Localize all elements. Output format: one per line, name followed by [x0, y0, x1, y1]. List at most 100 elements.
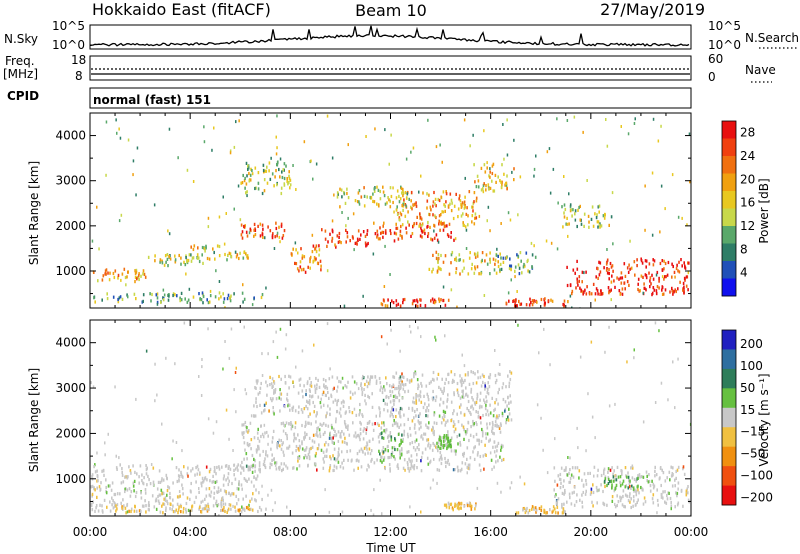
scatter-cell: [450, 436, 453, 440]
scatter-cell: [234, 477, 237, 481]
scatter-cell: [255, 186, 257, 190]
scatter-cell: [227, 293, 230, 297]
scatter-cell: [289, 375, 292, 379]
scatter-cell: [302, 268, 305, 272]
scatter-cell: [97, 509, 100, 513]
scatter-cell: [633, 489, 635, 493]
scatter-cell: [124, 506, 127, 510]
scatter-cell: [462, 212, 464, 216]
scatter-cell: [488, 439, 490, 443]
scatter-cell: [491, 164, 494, 168]
scatter-cell: [225, 212, 227, 215]
scatter-cell: [356, 200, 359, 204]
scatter-cell: [285, 333, 288, 337]
scatter-cell: [254, 233, 257, 237]
scatter-cell: [511, 170, 513, 174]
scatter-cell: [629, 267, 631, 271]
scatter-cell: [352, 421, 354, 425]
scatter-cell: [651, 273, 653, 277]
scatter-cell: [104, 269, 107, 273]
scatter-cell: [417, 419, 420, 423]
scatter-cell: [615, 474, 617, 478]
scatter-cell: [571, 214, 573, 218]
scatter-cell: [240, 223, 243, 227]
scatter-cell: [276, 183, 278, 187]
scatter-cell: [327, 390, 329, 395]
scatter-cell: [660, 184, 663, 188]
scatter-cell: [362, 437, 365, 441]
scatter-cell: [151, 292, 153, 297]
scatter-cell: [472, 419, 474, 424]
scatter-cell: [626, 494, 628, 498]
scatter-cell: [264, 463, 266, 468]
scatter-cell: [123, 267, 126, 271]
scatter-cell: [376, 458, 378, 462]
scatter-cell: [156, 296, 159, 300]
scatter-cell: [433, 443, 436, 447]
scatter-cell: [475, 502, 477, 506]
scatter-cell: [314, 247, 316, 251]
scatter-cell: [664, 288, 667, 292]
scatter-cell: [606, 248, 608, 251]
scatter-cell: [676, 491, 679, 495]
scatter-cell: [273, 457, 275, 461]
scatter-cell: [670, 474, 673, 478]
scatter-cell: [469, 144, 471, 148]
scatter-cell: [424, 447, 427, 451]
scatter-cell: [265, 401, 267, 405]
scatter-cell: [261, 352, 263, 356]
scatter-cell: [448, 506, 451, 510]
scatter-cell: [565, 222, 567, 226]
scatter-cell: [447, 204, 450, 208]
scatter-cell: [467, 409, 470, 413]
scatter-cell: [462, 395, 465, 399]
scatter-cell: [206, 256, 209, 261]
scatter-cell: [382, 446, 385, 450]
scatter-cell: [135, 193, 137, 197]
scatter-cell: [240, 233, 243, 237]
scatter-cell: [678, 270, 681, 274]
scatter-cell: [328, 436, 331, 440]
scatter-cell: [319, 434, 322, 439]
scatter-cell: [204, 507, 206, 511]
scatter-cell: [447, 433, 449, 437]
scatter-cell: [94, 488, 96, 492]
scatter-cell: [355, 435, 357, 439]
scatter-cell: [674, 406, 676, 410]
scatter-cell: [185, 507, 187, 511]
colorbar-segment: [722, 138, 736, 157]
scatter-cell: [229, 151, 232, 155]
scatter-cell: [390, 410, 392, 414]
scatter-cell: [108, 278, 111, 282]
scatter-cell: [216, 504, 219, 508]
scatter-cell: [398, 391, 400, 395]
scatter-cell: [102, 468, 105, 472]
colorbar-tick-label: −50: [740, 447, 765, 461]
scatter-cell: [161, 504, 163, 508]
y-tick-label: 3000: [55, 174, 86, 188]
scatter-cell: [283, 229, 286, 233]
scatter-cell: [464, 378, 466, 383]
scatter-cell: [326, 114, 329, 118]
scatter-cell: [378, 204, 380, 208]
scatter-cell: [354, 431, 357, 435]
scatter-cell: [269, 375, 271, 379]
scatter-cell: [338, 231, 341, 236]
scatter-cell: [478, 214, 481, 218]
scatter-cell: [415, 201, 417, 205]
scatter-cell: [256, 381, 258, 385]
scatter-cell: [174, 362, 176, 366]
scatter-cell: [521, 271, 523, 275]
scatter-cell: [658, 329, 660, 333]
x-tick-label: 00:00: [73, 525, 108, 539]
scatter-cell: [325, 415, 327, 419]
scatter-cell: [420, 298, 422, 302]
scatter-cell: [583, 472, 586, 476]
scatter-cell: [359, 432, 362, 436]
scatter-cell: [341, 195, 343, 199]
scatter-cell: [545, 511, 547, 515]
scatter-cell: [433, 190, 435, 195]
scatter-cell: [260, 411, 263, 415]
scatter-cell: [624, 466, 627, 470]
scatter-cell: [315, 250, 318, 254]
